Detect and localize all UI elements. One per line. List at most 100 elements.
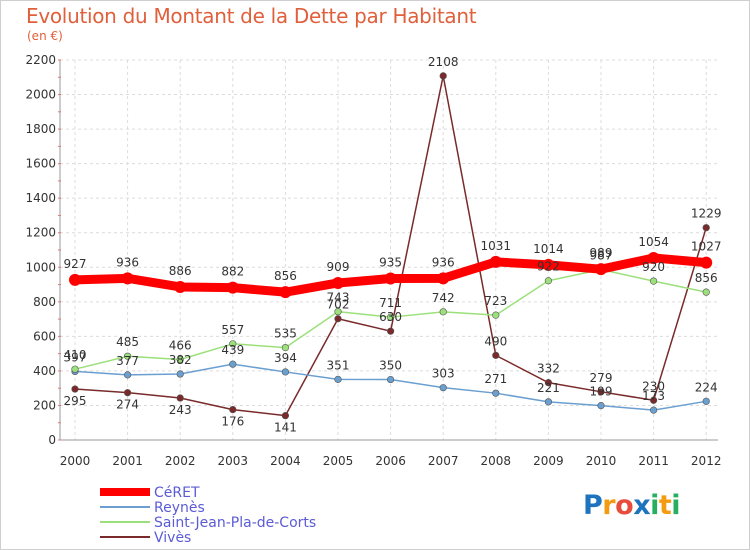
y-tick-label: 200 [33,398,56,412]
data-label: 856 [274,269,297,283]
chart-title: Evolution du Montant de la Dette par Hab… [26,4,477,28]
data-point [702,224,710,232]
data-label: 350 [379,359,402,373]
data-label: 535 [274,327,297,341]
data-labels: 927 936 886 882 856 909 935 936 1031 1014 989 1054 1… [64,55,722,435]
x-tick-label: 2003 [218,454,249,468]
data-point [176,394,184,402]
data-point [702,288,710,296]
y-tick-label: 2200 [25,53,56,67]
data-label: 886 [169,264,192,278]
data-point [229,406,237,414]
data-point [439,72,447,80]
data-point [332,276,344,289]
data-point [123,389,132,397]
data-label: 439 [221,343,244,357]
x-tick-label: 2012 [691,454,722,468]
data-label: 1054 [638,235,669,249]
grid [60,59,718,441]
logo-letter: P [583,490,603,521]
legend-entry: Reynès [154,500,205,516]
data-label: 485 [116,335,139,349]
data-label: 856 [695,271,718,285]
data-point [71,385,79,393]
data-label: 927 [64,257,87,271]
data-label: 909 [327,260,350,274]
data-label: 377 [116,354,139,368]
data-label: 989 [590,246,613,260]
data-label: 702 [327,298,350,312]
data-point [387,313,395,321]
data-point [649,406,658,414]
y-tick-label: 1600 [25,157,56,171]
data-point [542,258,555,271]
data-point [492,311,500,319]
y-tick-label: 1000 [25,260,56,274]
data-point [174,280,187,293]
data-point [702,397,710,405]
data-point [334,308,342,316]
data-label: 410 [64,348,87,362]
x-tick-label: 2005 [323,454,354,468]
logo-letter: r [602,490,616,521]
data-point [489,255,502,268]
data-point [544,379,553,387]
logo-letter: i [650,490,659,521]
x-tick-label: 2007 [428,454,459,468]
axes: 0 200 400 600 800 1000 1200 1400 1600 1800 2000 220… [25,53,721,468]
x-tick-label: 2006 [375,454,406,468]
data-point [437,272,450,285]
x-tick-label: 2009 [533,454,564,468]
data-label: 882 [221,265,244,279]
data-point [334,375,342,383]
data-label: 936 [116,255,139,269]
data-point [121,272,134,285]
data-label: 743 [327,291,350,305]
x-tick-label: 2004 [270,454,301,468]
data-label: 351 [327,358,350,372]
data-point [384,272,397,285]
data-point [649,277,658,285]
data-label: 397 [64,350,87,364]
data-label: 630 [379,310,402,324]
data-label: 742 [432,291,455,305]
data-point [281,343,290,352]
data-point [700,256,713,269]
data-label: 274 [116,398,139,412]
data-point [649,396,658,404]
y-tick-label: 800 [33,295,56,309]
data-point [544,398,553,406]
proxiti-logo: Proxiti [583,490,681,521]
y-tick-label: 600 [33,329,56,343]
data-label: 2108 [428,55,459,69]
y-tick-label: 400 [33,364,56,378]
data-point [647,251,660,264]
data-label: 303 [432,367,455,381]
data-label: 221 [537,381,560,395]
x-tick-label: 2000 [60,454,91,468]
data-label: 711 [379,296,402,310]
logo-letter: o [615,490,634,521]
data-label: 490 [484,334,507,348]
data-label: 935 [379,256,402,270]
series-lines [69,72,713,420]
data-point [71,365,79,373]
data-label: 1027 [691,240,722,254]
data-point [597,402,605,410]
y-tick-label: 1400 [25,191,56,205]
data-label: 332 [537,362,560,376]
data-label: 466 [169,339,192,353]
data-label: 199 [590,385,613,399]
y-tick-label: 2000 [25,88,56,102]
data-label: 141 [274,421,297,435]
data-point [123,371,132,379]
data-point [492,389,500,397]
legend-entry: CéRET [154,485,200,501]
data-label: 382 [169,353,192,367]
y-tick-label: 1200 [25,226,56,240]
data-point [439,384,447,392]
data-point [281,412,290,420]
data-label: 1031 [481,239,512,253]
data-point [226,281,239,294]
data-label: 936 [432,255,455,269]
